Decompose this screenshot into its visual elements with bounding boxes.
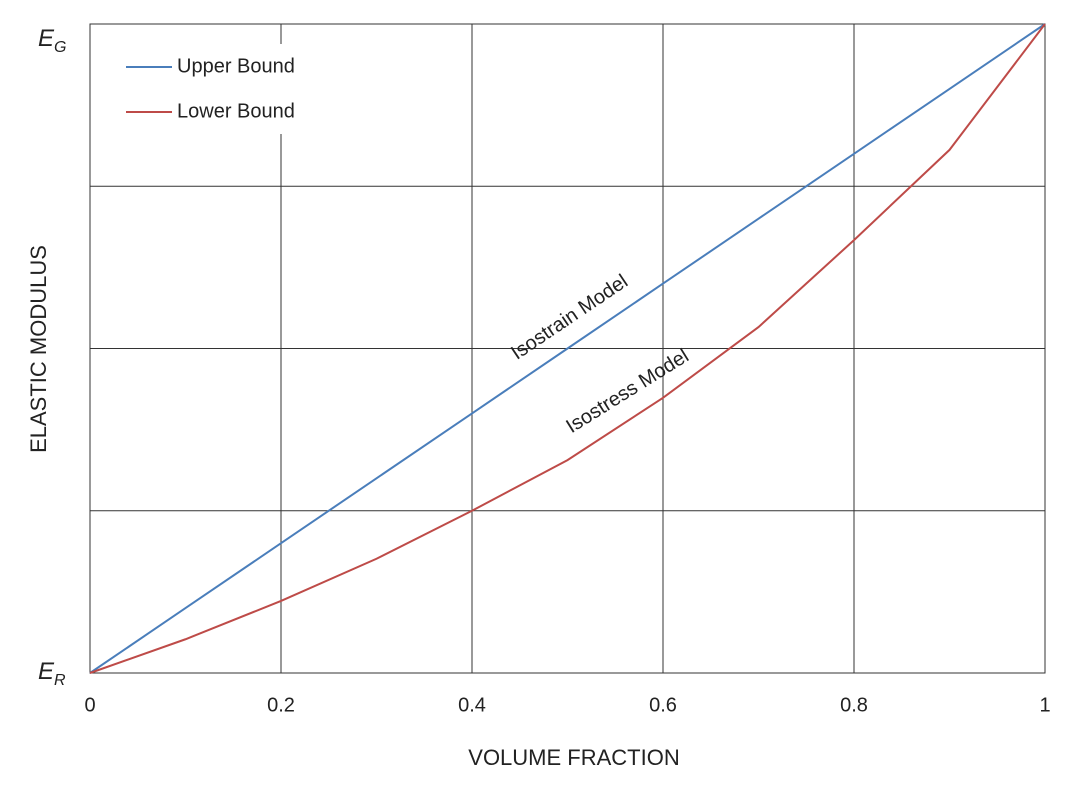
x-axis-title: VOLUME FRACTION	[468, 745, 679, 770]
y-tick-label-sub: G	[54, 39, 66, 56]
x-tick-label: 0.2	[267, 694, 295, 716]
y-tick-label: ER	[38, 658, 66, 689]
y-tick-label-main: E	[38, 658, 55, 685]
plot-border	[89, 23, 1046, 674]
legend-box	[112, 44, 322, 134]
x-tick-label: 1	[1039, 694, 1050, 716]
x-tick-label: 0.8	[840, 694, 868, 716]
y-tick-label-sub: R	[54, 672, 66, 689]
x-tick-label: 0	[84, 694, 95, 716]
x-tick-label: 0.6	[649, 694, 677, 716]
legend-label: Lower Bound	[177, 100, 295, 122]
y-tick-label: EG	[38, 25, 66, 56]
series-line	[89, 23, 1046, 674]
x-tick-label: 0.4	[458, 694, 486, 716]
legend-label: Upper Bound	[177, 55, 295, 77]
y-axis-title: ELASTIC MODULUS	[26, 245, 51, 453]
y-tick-label-main: E	[38, 25, 55, 52]
series-line	[89, 23, 1046, 674]
